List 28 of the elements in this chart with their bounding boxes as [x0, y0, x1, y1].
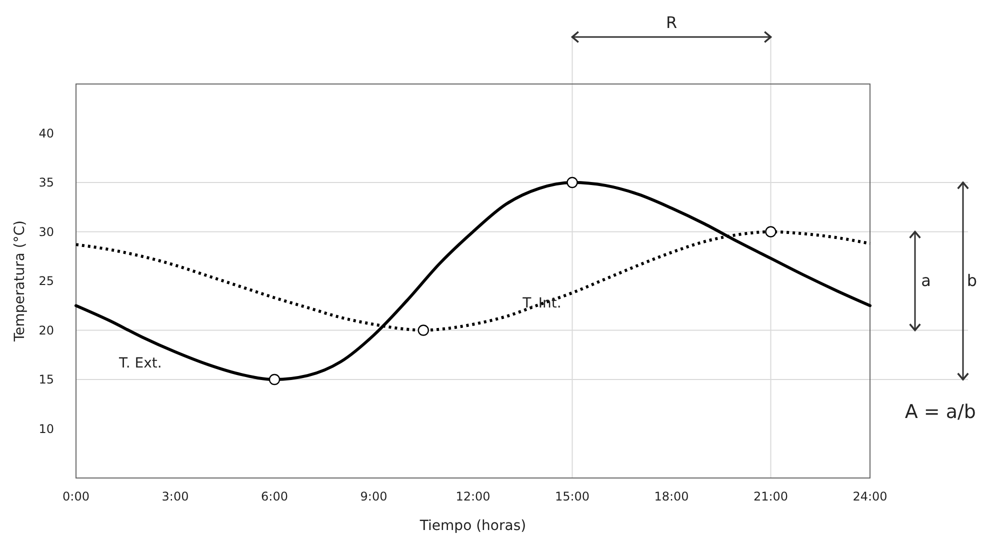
x-tick-label: 21:00 [753, 490, 788, 504]
y-tick-label: 35 [38, 176, 54, 190]
y-tick-label: 30 [38, 224, 54, 239]
x-axis-title: Tiempo (horas) [418, 518, 526, 534]
y-tick-label: 10 [38, 422, 54, 436]
x-tick-label: 24:00 [852, 490, 888, 504]
y-axis-title: Temperatura (°C) [12, 220, 28, 343]
x-tick-label: 0:00 [62, 490, 90, 504]
text: b [966, 271, 978, 290]
y-tick-label: 40 [38, 126, 54, 140]
text: A = a/b [904, 401, 976, 423]
text: a [921, 271, 931, 290]
x-tick-label: 12:00 [456, 490, 490, 504]
y-tick-label: 20 [38, 323, 54, 338]
x-tick-label: 15:00 [554, 490, 590, 504]
text: R [666, 13, 678, 32]
point [765, 226, 776, 238]
x-tick-label: 9:00 [360, 490, 388, 504]
y-tick-label: 15 [38, 372, 54, 386]
series-label: T. Int. [522, 296, 562, 312]
point [418, 324, 429, 336]
series-label: T. Ext. [118, 356, 162, 372]
x-tick-label: 18:00 [654, 490, 689, 504]
y-tick-label: 25 [38, 274, 54, 288]
point [268, 374, 280, 386]
point [566, 176, 578, 188]
x-tick-label: 6:00 [261, 490, 288, 504]
x-tick-label: 3:00 [162, 490, 189, 504]
